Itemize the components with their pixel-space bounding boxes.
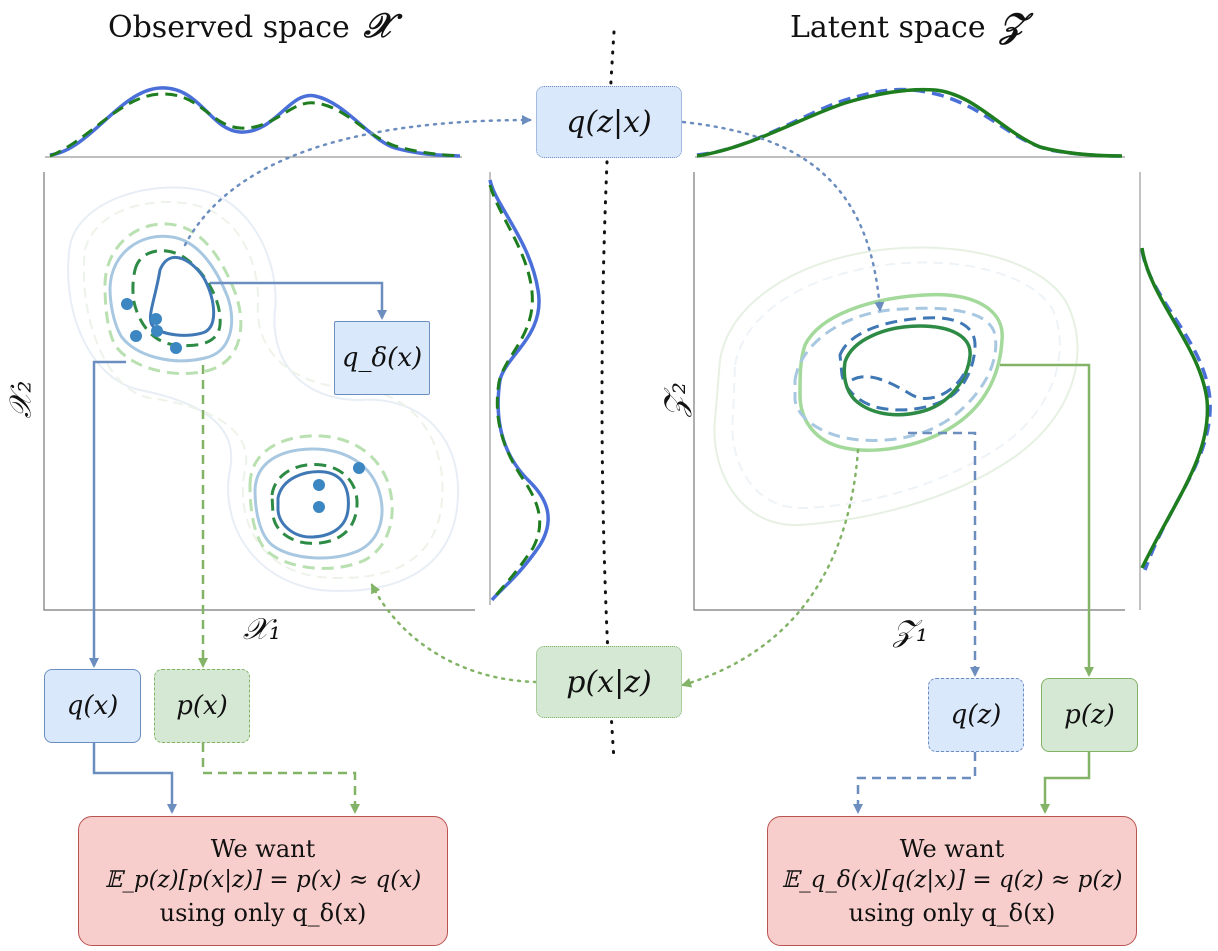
- decoder-box: p(x|z): [536, 646, 682, 718]
- p-z-arrow: [1000, 363, 1094, 677]
- latent-y-axis-label: 𝒵₂: [657, 382, 693, 417]
- q-x-to-goal-arrow: [92, 743, 177, 814]
- observed-goal-line1: We want: [210, 835, 316, 864]
- observed-scatter-plot: [43, 172, 475, 611]
- encoder-box: q(z|x): [536, 86, 682, 158]
- latent-symbol: 𝒵: [999, 6, 1026, 46]
- latent-goal-box: We want 𝔼_q_δ(x)[q(z|x)] = q(z) ≈ p(z) u…: [767, 816, 1137, 946]
- p-x-to-goal-arrow: [201, 743, 360, 814]
- latent-x-axis-label: 𝒵₁: [893, 614, 928, 649]
- latent-goal-line3: using only q_δ(x): [848, 898, 1056, 927]
- p-z-box: p(z): [1041, 678, 1138, 752]
- q-x-box: q(x): [44, 669, 141, 743]
- latent-right-marginal: [1139, 172, 1212, 610]
- p-z-to-goal-arrow: [1040, 752, 1091, 814]
- observed-x-axis-label: 𝒳₁: [243, 612, 281, 647]
- observed-space-title: Observed space 𝒳: [108, 6, 393, 46]
- observed-goal-line2: 𝔼_p(z)[p(x|z)] = p(x) ≈ q(x): [104, 867, 422, 894]
- observed-goal-line3: using only q_δ(x): [159, 898, 367, 927]
- observed-top-marginal: [45, 86, 462, 158]
- latent-goal-line1: We want: [899, 835, 1005, 864]
- observed-title-text: Observed space: [108, 10, 350, 45]
- decoder-out-arrow: [370, 583, 538, 684]
- observed-goal-box: We want 𝔼_p(z)[p(x|z)] = p(x) ≈ q(x) usi…: [78, 816, 448, 946]
- observed-y-axis-label: 𝒳₂: [3, 380, 39, 419]
- encoder-in-arrow: [183, 115, 532, 247]
- latent-title-text: Latent space: [790, 10, 986, 45]
- latent-scatter-plot: [693, 172, 1125, 611]
- decoder-in-arrow: [681, 448, 860, 688]
- q-z-arrow: [908, 431, 980, 677]
- latent-top-marginal: [695, 87, 1125, 158]
- q-delta-arrow: [210, 281, 387, 320]
- q-z-box: q(z): [928, 678, 1024, 752]
- observed-symbol: 𝒳: [363, 6, 394, 46]
- encoder-out-arrow: [681, 120, 885, 312]
- latent-space-title: Latent space 𝒵: [790, 6, 1025, 46]
- q-x-arrow: [89, 360, 126, 668]
- p-x-box: p(x): [154, 669, 250, 743]
- q-delta-box: q_δ(x): [334, 321, 430, 395]
- observed-right-marginal: [488, 172, 550, 605]
- q-z-to-goal-arrow: [853, 752, 977, 814]
- latent-goal-line2: 𝔼_q_δ(x)[q(z|x)] = q(z) ≈ p(z): [781, 867, 1123, 894]
